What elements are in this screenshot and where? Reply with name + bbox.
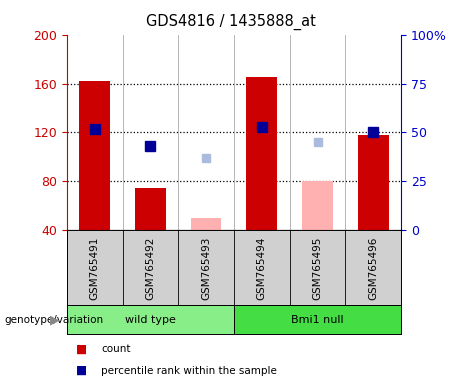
Bar	[79, 81, 110, 230]
Text: GSM765494: GSM765494	[257, 236, 267, 300]
Text: ■: ■	[76, 343, 87, 356]
Bar	[358, 135, 389, 230]
Bar	[302, 182, 333, 230]
Bar	[191, 218, 221, 230]
Text: GSM765495: GSM765495	[313, 236, 323, 300]
Text: percentile rank within the sample: percentile rank within the sample	[101, 366, 278, 376]
Bar	[135, 187, 165, 230]
Text: GSM765493: GSM765493	[201, 236, 211, 300]
Bar	[67, 305, 234, 334]
Text: count: count	[101, 344, 131, 354]
Text: ▶: ▶	[50, 313, 60, 326]
Text: genotype/variation: genotype/variation	[5, 314, 104, 325]
Bar	[247, 78, 277, 230]
Bar	[234, 305, 401, 334]
Text: GDS4816 / 1435888_at: GDS4816 / 1435888_at	[146, 13, 315, 30]
Text: Bmi1 null: Bmi1 null	[291, 314, 344, 325]
Text: GSM765491: GSM765491	[90, 236, 100, 300]
Text: GSM765492: GSM765492	[145, 236, 155, 300]
Text: ■: ■	[76, 364, 87, 377]
Text: wild type: wild type	[125, 314, 176, 325]
Text: GSM765496: GSM765496	[368, 236, 378, 300]
